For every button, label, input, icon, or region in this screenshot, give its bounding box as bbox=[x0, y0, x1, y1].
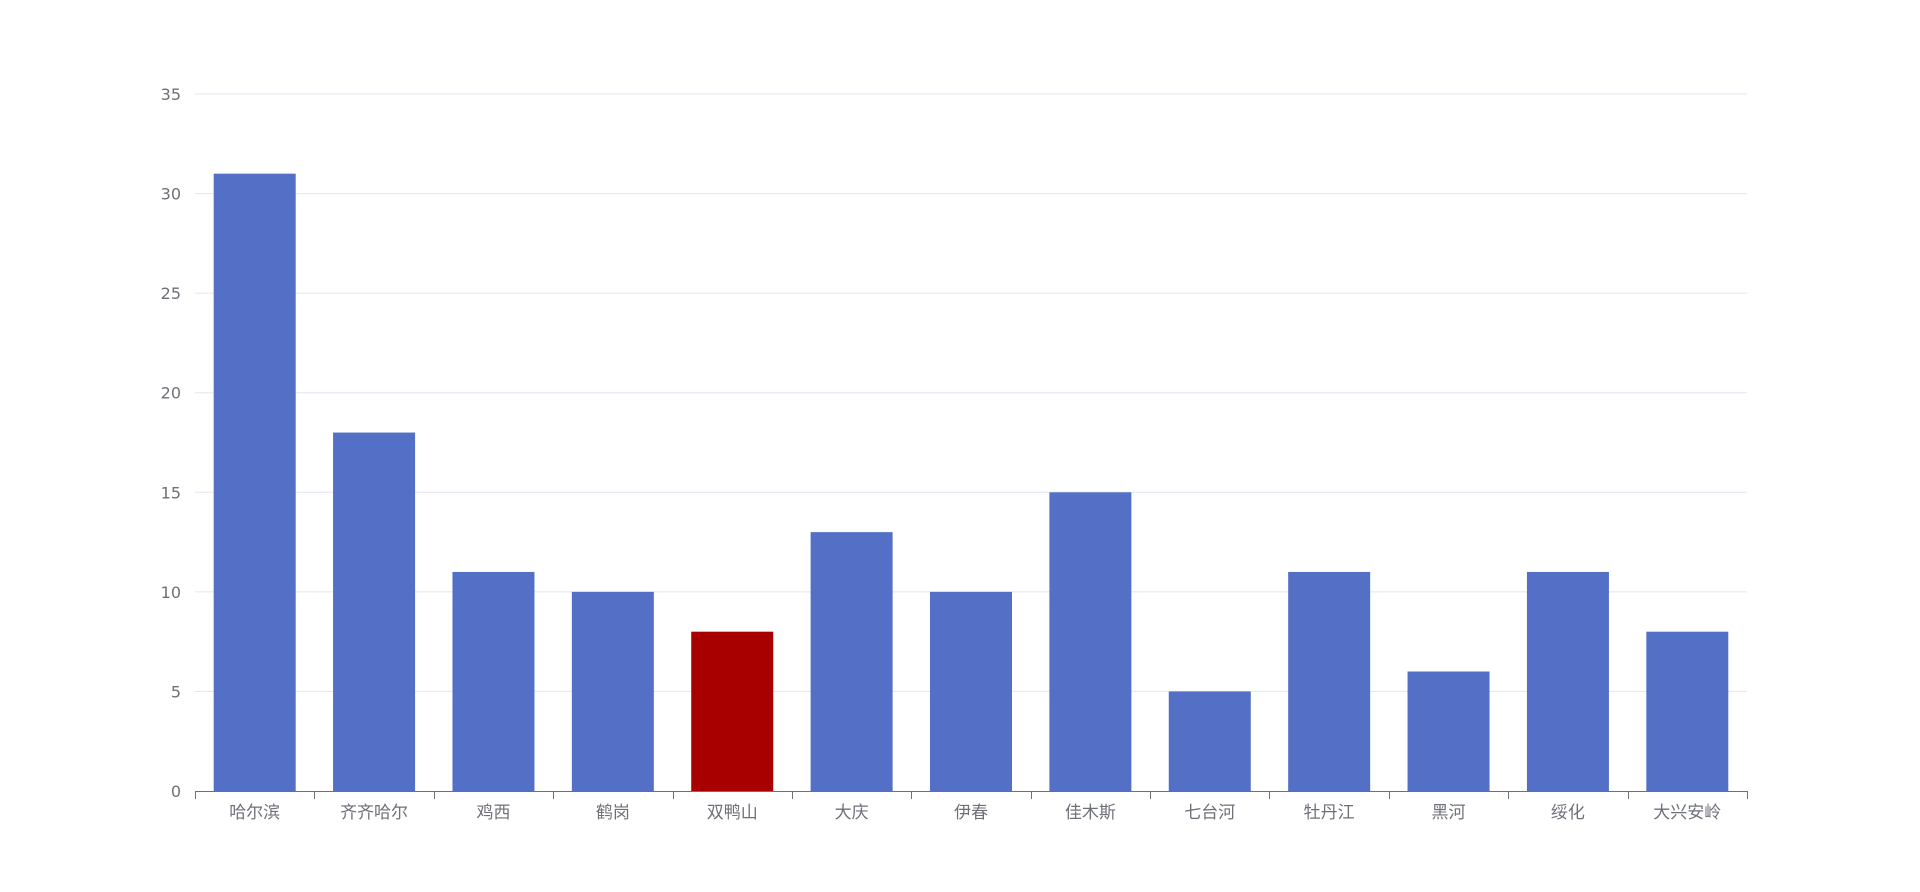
bar[interactable] bbox=[213, 173, 296, 791]
bar[interactable] bbox=[333, 432, 416, 791]
x-tick-label: 绥化 bbox=[1551, 803, 1585, 823]
y-tick-label: 10 bbox=[161, 583, 181, 602]
x-tick-label: 齐齐哈尔 bbox=[340, 803, 408, 823]
x-tick-label: 大兴安岭 bbox=[1653, 803, 1721, 823]
x-tick-label: 鸡西 bbox=[476, 803, 510, 823]
x-tick-label: 哈尔滨 bbox=[229, 803, 280, 823]
bar[interactable] bbox=[1288, 571, 1371, 791]
bar[interactable] bbox=[1526, 571, 1609, 791]
bar[interactable] bbox=[1407, 671, 1490, 791]
bar[interactable] bbox=[691, 631, 774, 791]
bar[interactable] bbox=[1646, 631, 1729, 791]
x-tick-label: 大庆 bbox=[835, 803, 869, 823]
bar[interactable] bbox=[571, 591, 654, 791]
x-tick-label: 牡丹江 bbox=[1304, 803, 1355, 823]
x-tick-label: 七台河 bbox=[1184, 803, 1235, 823]
y-tick-label: 20 bbox=[161, 384, 181, 403]
x-tick-label: 佳木斯 bbox=[1065, 803, 1116, 823]
bar[interactable] bbox=[930, 591, 1012, 791]
y-tick-label: 0 bbox=[171, 782, 181, 801]
y-tick-label: 25 bbox=[161, 284, 181, 303]
x-tick-label: 鹤岗 bbox=[596, 803, 630, 823]
tick-labels: 0 5 10 15 20 25 30 35 哈尔滨 齐齐哈尔 鸡西 鹤岗 双鸭山 大庆 伊春 佳木斯 七台河 牡丹… bbox=[161, 85, 1722, 823]
bar[interactable] bbox=[452, 571, 535, 791]
bars bbox=[213, 173, 1729, 791]
bar[interactable] bbox=[1168, 691, 1251, 791]
x-tick-label: 黑河 bbox=[1432, 803, 1466, 823]
bar[interactable] bbox=[1049, 492, 1132, 791]
x-tick-label: 双鸭山 bbox=[707, 803, 758, 823]
y-tick-label: 30 bbox=[161, 185, 181, 204]
axes bbox=[195, 791, 1748, 799]
y-tick-label: 5 bbox=[171, 682, 181, 701]
y-tick-label: 35 bbox=[161, 85, 181, 104]
x-tick-label: 伊春 bbox=[954, 803, 988, 823]
bar[interactable] bbox=[810, 532, 893, 791]
y-tick-label: 15 bbox=[161, 483, 181, 502]
